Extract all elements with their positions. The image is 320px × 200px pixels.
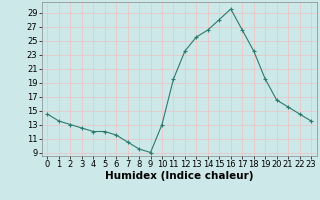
X-axis label: Humidex (Indice chaleur): Humidex (Indice chaleur) <box>105 171 253 181</box>
